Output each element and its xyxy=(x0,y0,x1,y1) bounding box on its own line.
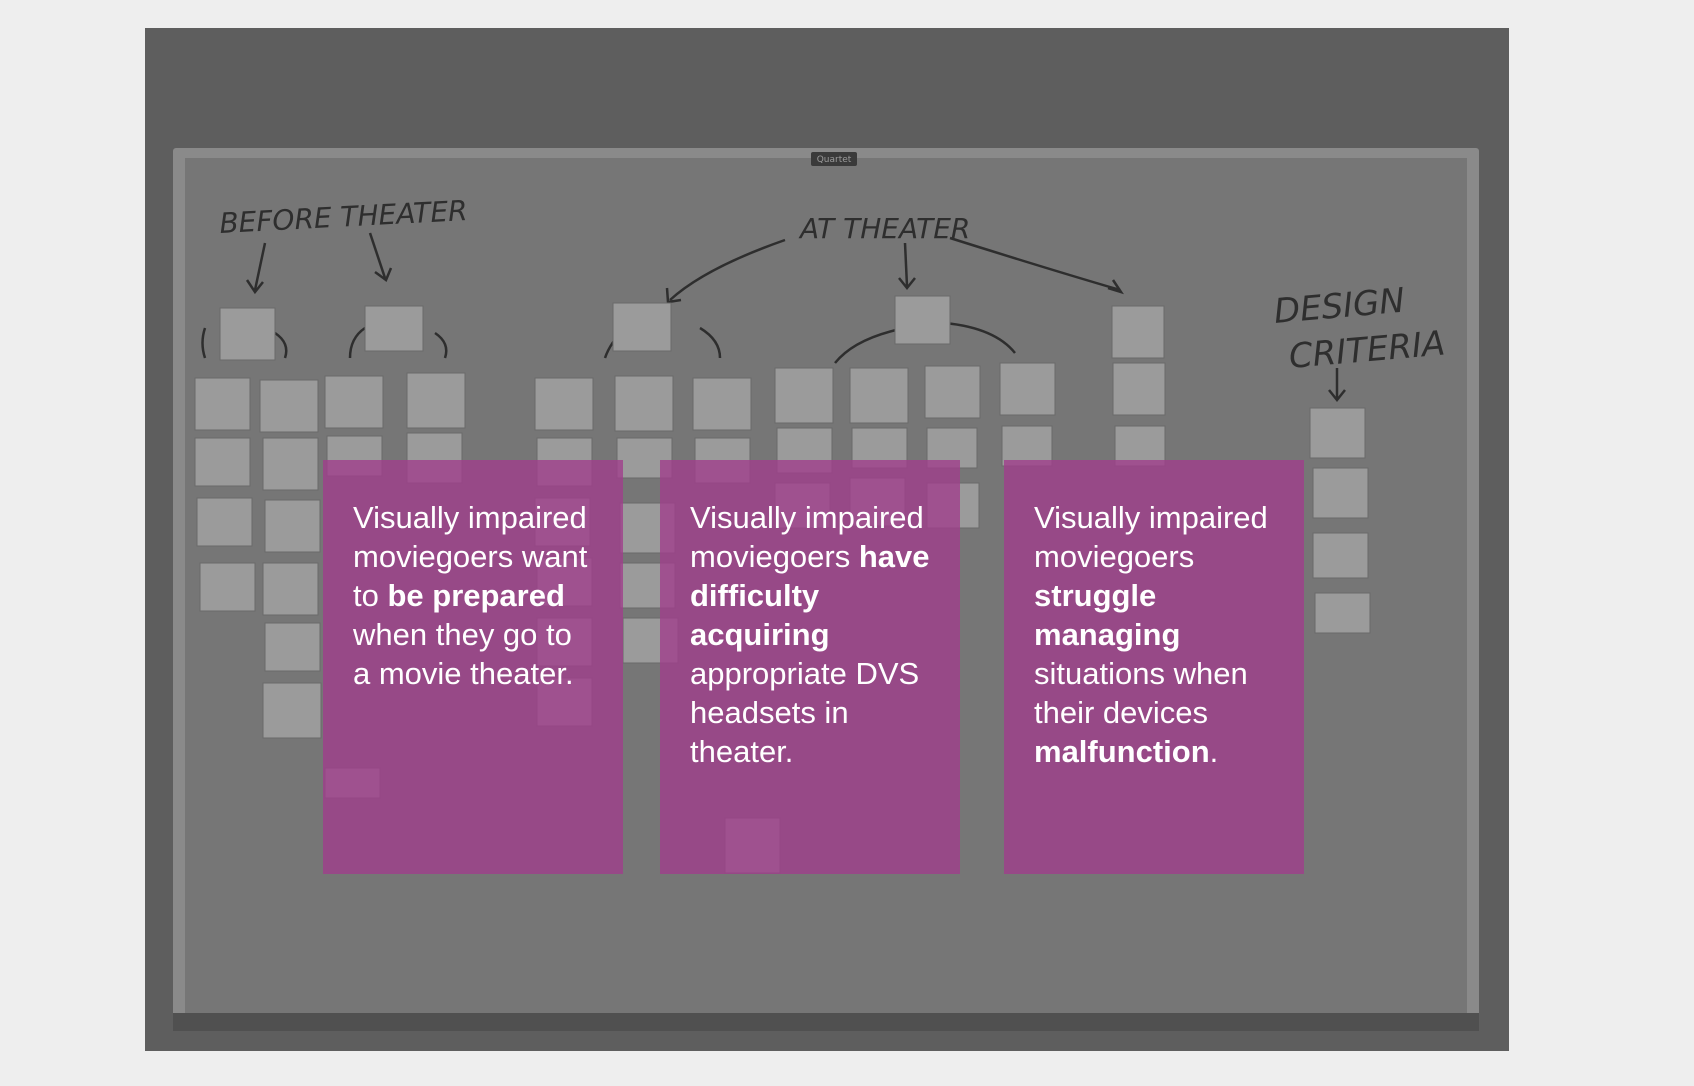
insight-card-3: Visually impaired moviegoers struggle ma… xyxy=(1004,460,1304,874)
card-emphasis: have difficulty acquiring xyxy=(690,539,930,652)
card-text: . xyxy=(1209,734,1219,769)
whiteboard-photo: Quartet BEFORE THEATER AT THEATER DESIGN… xyxy=(145,28,1509,1051)
insight-card-2: Visually impaired moviegoers have diffic… xyxy=(660,460,960,874)
card-text: Visually impaired moviegoers xyxy=(1034,500,1268,574)
card-text: when they go to a movie theater. xyxy=(353,617,574,691)
card-emphasis: malfunction xyxy=(1034,734,1210,769)
brand-tag: Quartet xyxy=(817,155,852,165)
card-emphasis: struggle managing xyxy=(1034,578,1181,652)
card-emphasis: be prepared xyxy=(387,578,565,613)
insight-card-1: Visually impaired moviegoers want to be … xyxy=(323,460,623,874)
heading-at-theater: AT THEATER xyxy=(798,212,970,245)
arrows xyxy=(201,232,1346,403)
card-text: Visually impaired moviegoers want to xyxy=(353,500,588,613)
card-text: Visually impaired moviegoers xyxy=(690,500,924,574)
card-text: situations when their devices xyxy=(1034,656,1248,730)
card-text: appropriate DVS headsets in theater. xyxy=(690,656,920,769)
